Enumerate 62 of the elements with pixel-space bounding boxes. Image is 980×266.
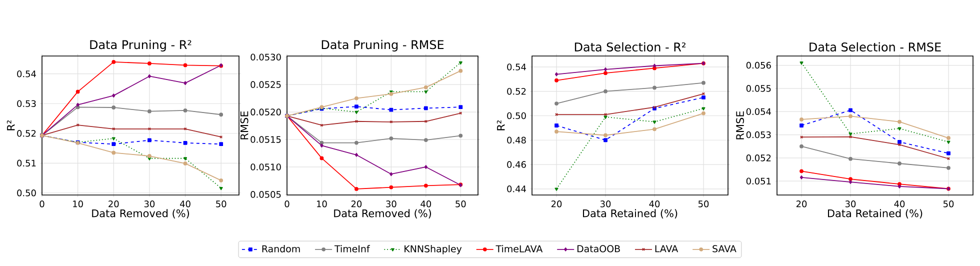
y-tick-label: 0.52 [507,88,526,95]
x-tick-label: 20 [351,200,362,208]
x-tick-label: 50 [216,200,226,208]
legend-label: Random [262,245,300,252]
legend-label: TimeLAVA [496,245,543,252]
x-tick-label: 30 [600,200,611,208]
x-tick-label: 30 [845,200,856,208]
x-tick-label: 50 [456,200,466,208]
x-tick-label: 20 [796,200,807,208]
x-tick-label: 40 [894,200,905,208]
x-tick-label: 30 [144,200,155,208]
y-tick-label: 0.052 [746,154,771,162]
y-tick-label: 0.48 [507,136,526,144]
y-tick-label: 0.46 [507,161,526,168]
x-tick-label: 50 [943,200,954,208]
x-tick-label: 50 [698,200,709,208]
chart-title: Data Pruning - RMSE [322,40,444,52]
y-tick-label: 0.0530 [250,54,281,60]
y-tick-label: 0.54 [17,70,36,78]
x-tick-label: 10 [317,200,327,208]
y-tick-label: 0.056 [746,62,771,69]
x-tick-label: 0 [284,200,290,208]
y-tick-label: 0.0520 [250,108,281,116]
x-tick-label: 20 [551,200,562,208]
legend-label: KNNShapley [404,245,462,254]
x-tick-label: 40 [420,200,432,208]
legend-label: DataOOB [577,245,620,252]
y-axis-title: R² [6,120,15,130]
chart-title: Data Selection - R² [574,42,686,52]
chart-title: Data Selection - RMSE [810,42,941,52]
y-tick-label: 0.051 [746,178,771,184]
x-tick-label: 10 [73,200,83,208]
legend-label: TimeInf [334,245,370,252]
y-tick-label: 0.053 [746,131,771,138]
x-tick-label: 0 [40,200,44,208]
x-tick-label: 20 [108,200,119,208]
legend-label: SAVA [712,245,736,252]
x-axis-title: Data Retained (%) [828,209,922,218]
chart-title: Data Pruning - R² [90,40,192,52]
x-tick-label: 30 [386,200,396,208]
legend-label: LAVA [655,245,678,252]
y-tick-label: 0.055 [746,85,771,92]
y-tick-label: 0.0515 [250,136,281,143]
y-tick-label: 0.50 [17,190,36,196]
y-tick-label: 0.0510 [250,164,281,170]
y-axis-title: R² [496,120,505,130]
y-tick-label: 0.52 [17,130,36,137]
x-tick-label: 40 [649,200,660,208]
y-axis-title: RMSE [240,111,248,140]
y-tick-label: 0.53 [17,100,36,108]
y-tick-label: 0.0525 [250,81,281,88]
y-tick-label: 0.50 [507,112,526,120]
y-tick-label: 0.51 [17,160,36,167]
y-tick-label: 0.0505 [250,191,281,198]
x-axis-title: Data Removed (%) [92,209,190,218]
y-tick-label: 0.054 [746,108,771,115]
y-tick-label: 0.44 [507,186,526,192]
x-axis-title: Data Retained (%) [582,209,678,218]
y-tick-label: 0.54 [507,64,526,70]
x-axis-title: Data Removed (%) [334,209,432,218]
y-axis-title: RMSE [736,111,744,140]
x-tick-label: 40 [180,200,190,208]
